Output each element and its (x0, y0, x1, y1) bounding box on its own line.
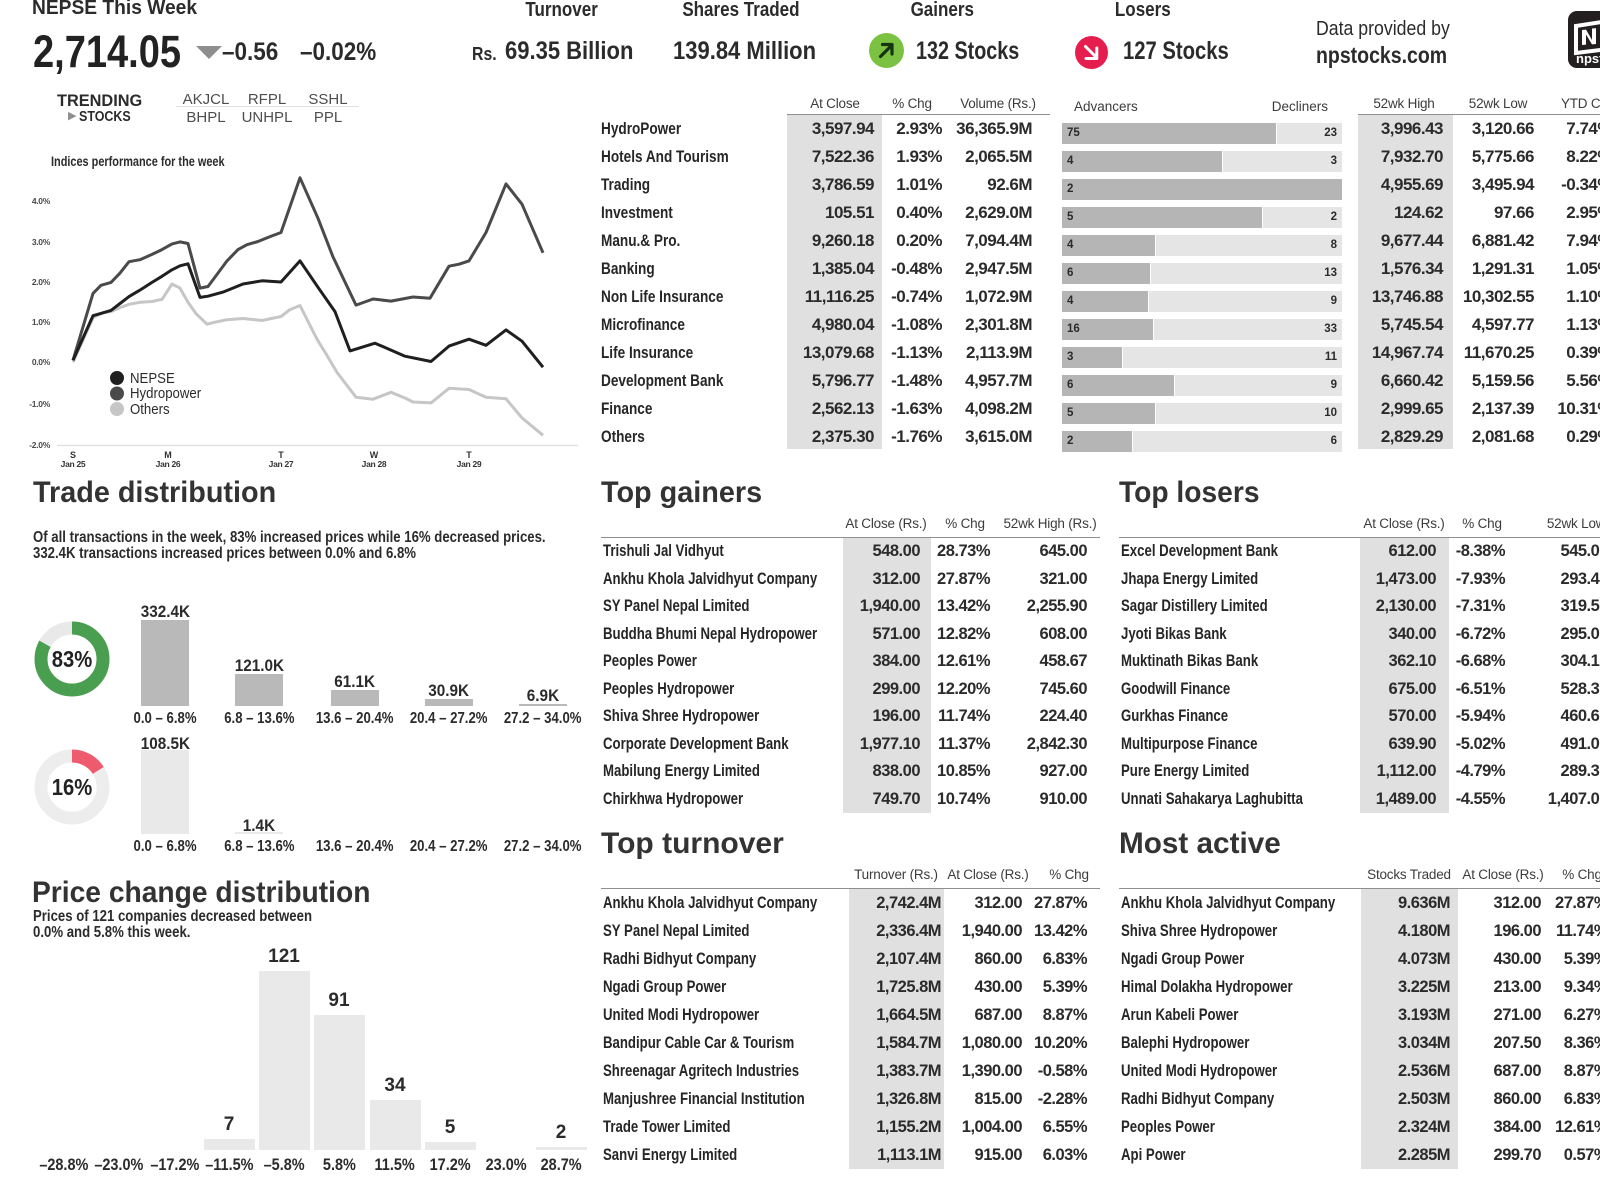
svg-text:npsto: npsto (1576, 51, 1600, 66)
